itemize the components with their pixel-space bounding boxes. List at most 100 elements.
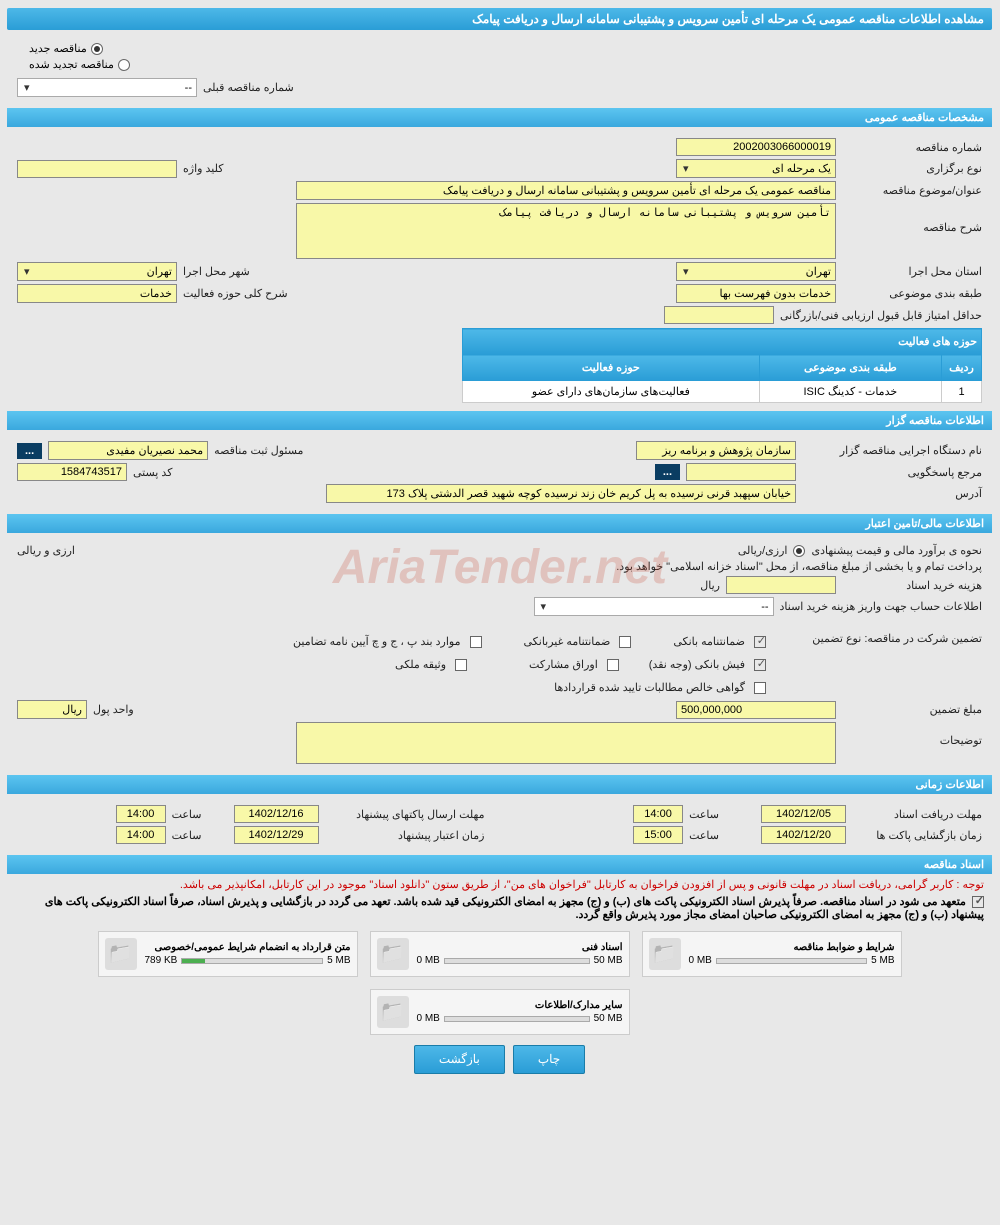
doc-box[interactable]: متن قرارداد به انضمام شرایط عمومی/خصوصی … (98, 931, 358, 977)
validity-time: 14:00 (116, 826, 166, 844)
check-commitment[interactable] (972, 896, 984, 908)
bid-deadline-time: 14:00 (116, 805, 166, 823)
notes-label: توضیحات (842, 722, 982, 747)
doc-box[interactable]: سایر مدارک/اطلاعات 0 MB50 MB (370, 989, 630, 1035)
response-lookup-button[interactable]: ... (655, 464, 680, 480)
open-time: 15:00 (633, 826, 683, 844)
folder-icon (105, 938, 137, 970)
subject-label: عنوان/موضوع مناقصه (842, 184, 982, 197)
section-organizer: اطلاعات مناقصه گزار (7, 411, 992, 430)
radio-icon[interactable] (793, 545, 805, 557)
folder-icon (649, 938, 681, 970)
doc-deadline-time: 14:00 (633, 805, 683, 823)
guarantee-label: تضمین شرکت در مناقصه: نوع تضمین (772, 632, 982, 645)
doc-box[interactable]: اسناد فنی 0 MB50 MB (370, 931, 630, 977)
account-label: اطلاعات حساب جهت واریز هزینه خرید اسناد (780, 600, 982, 613)
check-cert[interactable] (754, 682, 766, 694)
reg-field: محمد نصیریان مفیدی (48, 441, 208, 460)
keyword-label: کلید واژه (183, 162, 223, 175)
radio-new-tender[interactable]: مناقصه جدید (29, 42, 103, 55)
prev-number-select[interactable]: -- (17, 78, 197, 97)
doc-grid: شرایط و ضوابط مناقصه 0 MB5 MB اسناد فنی … (7, 931, 992, 1035)
print-button[interactable]: چاپ (513, 1045, 585, 1074)
action-buttons: چاپ بازگشت (7, 1045, 992, 1074)
check-cash[interactable] (754, 659, 766, 671)
th-category: طبقه بندی موضوعی (759, 355, 941, 381)
open-label: زمان بازگشایی پاکت ها (852, 829, 982, 842)
radio-label: مناقصه جدید (29, 42, 87, 55)
section-general: مشخصات مناقصه عمومی (7, 108, 992, 127)
section-financial: اطلاعات مالی/تامین اعتبار (7, 514, 992, 533)
th-scope: حوزه فعالیت (463, 355, 760, 381)
currency2-label: ارزی و ریالی (17, 544, 75, 557)
min-score-label: حداقل امتیاز قابل قبول ارزیابی فنی/بازرگ… (780, 309, 982, 322)
note-commitment: متعهد می شود در اسناد مناقصه. صرفاً پذیر… (7, 893, 992, 923)
doc-deadline-date: 1402/12/05 (761, 805, 846, 823)
number-label: شماره مناقصه (842, 141, 982, 154)
type-select[interactable]: یک مرحله ای (676, 159, 836, 178)
activity-table: حوزه های فعالیت ردیف طبقه بندی موضوعی حو… (462, 328, 982, 403)
section-schedule: اطلاعات زمانی (7, 775, 992, 794)
address-label: آدرس (802, 487, 982, 500)
category-label: طبقه بندی موضوعی (842, 287, 982, 300)
doc-fee-label: هزینه خرید اسناد (842, 579, 982, 592)
category-field: خدمات بدون فهرست بها (676, 284, 836, 303)
tender-type-area: مناقصه جدید مناقصه تجدید شده شماره مناقص… (7, 32, 992, 106)
treasury-label: پرداخت تمام و یا بخشی از مبلغ مناقصه، از… (616, 560, 982, 573)
activity-scope-label: شرح کلی حوزه فعالیت (183, 287, 288, 300)
response-field[interactable] (686, 463, 796, 481)
folder-icon (377, 938, 409, 970)
validity-date: 1402/12/29 (234, 826, 319, 844)
check-nonbank[interactable] (619, 636, 631, 648)
check-bonds[interactable] (607, 659, 619, 671)
province-label: استان محل اجرا (842, 265, 982, 278)
amount-label: مبلغ تضمین (842, 703, 982, 716)
unit-field: ریال (17, 700, 87, 719)
doc-deadline-label: مهلت دریافت اسناد (852, 808, 982, 821)
doc-fee-field[interactable] (726, 576, 836, 594)
agency-field: سازمان پژوهش و برنامه ریز (636, 441, 796, 460)
subject-field[interactable]: مناقصه عمومی یک مرحله ای تأمین سرویس و پ… (296, 181, 836, 200)
type-label: نوع برگزاری (842, 162, 982, 175)
city-label: شهر محل اجرا (183, 265, 250, 278)
check-bank[interactable] (754, 636, 766, 648)
reg-label: مسئول ثبت مناقصه (214, 444, 303, 457)
agency-label: نام دستگاه اجرایی مناقصه گزار (802, 444, 982, 457)
rial-label: ریال (700, 579, 720, 592)
section-documents: اسناد مناقصه (7, 855, 992, 874)
currency-label: ارزی/ریالی (738, 544, 788, 557)
page-title: مشاهده اطلاعات مناقصه عمومی یک مرحله ای … (7, 8, 992, 30)
bid-deadline-date: 1402/12/16 (234, 805, 319, 823)
keyword-field[interactable] (17, 160, 177, 178)
back-button[interactable]: بازگشت (414, 1045, 505, 1074)
account-select[interactable]: -- (534, 597, 774, 616)
reg-lookup-button[interactable]: ... (17, 443, 42, 459)
main-container: مشاهده اطلاعات مناقصه عمومی یک مرحله ای … (7, 8, 992, 1074)
desc-field[interactable] (296, 203, 836, 259)
radio-icon (91, 43, 103, 55)
min-score-field[interactable] (664, 306, 774, 324)
open-date: 1402/12/20 (761, 826, 846, 844)
amount-field[interactable]: 500,000,000 (676, 701, 836, 719)
table-row: 1 خدمات - کدینگ ISIC فعالیت‌های سازمان‌ه… (463, 381, 982, 403)
unit-label: واحد پول (93, 703, 134, 716)
radio-renewed-tender[interactable]: مناقصه تجدید شده (29, 58, 130, 71)
estimate-label: نحوه ی برآورد مالی و قیمت پیشنهادی (811, 544, 982, 557)
city-select[interactable]: تهران (17, 262, 177, 281)
number-field: 2002003066000019 (676, 138, 836, 156)
address-field: خیابان سپهبد قرنی نرسیده به پل کریم خان … (326, 484, 796, 503)
postal-label: کد پستی (133, 466, 172, 479)
radio-label: مناقصه تجدید شده (29, 58, 114, 71)
folder-icon (377, 996, 409, 1028)
table-title: حوزه های فعالیت (463, 329, 982, 355)
doc-box[interactable]: شرایط و ضوابط مناقصه 0 MB5 MB (642, 931, 902, 977)
notes-field[interactable] (296, 722, 836, 764)
check-cases[interactable] (470, 636, 482, 648)
validity-label: زمان اعتبار پیشنهاد (325, 829, 485, 842)
province-select[interactable]: تهران (676, 262, 836, 281)
radio-icon (118, 59, 130, 71)
desc-label: شرح مناقصه (842, 203, 982, 234)
bid-deadline-label: مهلت ارسال پاکتهای پیشنهاد (325, 808, 485, 821)
check-property[interactable] (455, 659, 467, 671)
note-download: توجه : کاربر گرامی، دریافت اسناد در مهلت… (7, 876, 992, 893)
